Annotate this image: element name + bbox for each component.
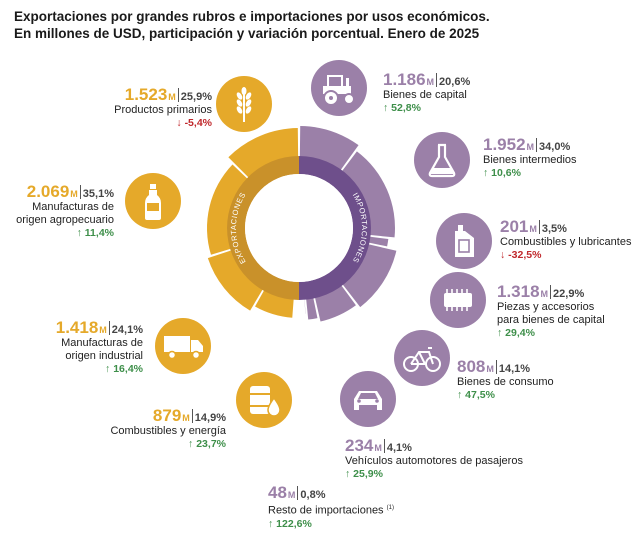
value: 2.069 bbox=[26, 182, 70, 201]
label-vehiculos: 234M 4,1% Vehículos automotores de pasaje… bbox=[345, 436, 523, 480]
value: 1.186 bbox=[383, 70, 426, 89]
category-name: Vehículos automotores de pasajeros bbox=[345, 455, 523, 467]
arrow-up-icon: ↑ bbox=[188, 438, 194, 450]
arrow-up-icon: ↑ bbox=[483, 167, 489, 179]
bicycle-icon bbox=[394, 330, 450, 386]
category-name: Productos primarios bbox=[114, 104, 212, 116]
label-moi: 1.418M 24,1% Manufacturas de origen indus… bbox=[43, 318, 143, 376]
label-piezas-accesorios: 1.318M 22,9% Piezas y accesorios para bie… bbox=[497, 282, 617, 340]
variation: 29,4% bbox=[505, 327, 535, 339]
variation: 47,5% bbox=[465, 389, 495, 401]
label-productos-primarios: 1.523M 25,9% Productos primarios ↓ -5,4% bbox=[114, 85, 212, 129]
arrow-up-icon: ↑ bbox=[457, 389, 463, 401]
imports-segment-3 bbox=[338, 242, 397, 308]
arrow-up-icon: ↑ bbox=[497, 327, 503, 339]
arrow-down-icon: ↓ bbox=[176, 117, 182, 129]
variation: -5,4% bbox=[184, 117, 212, 129]
flask-icon bbox=[414, 132, 470, 188]
category-name: Manufacturas de origen industrial bbox=[61, 337, 143, 362]
variation: 16,4% bbox=[113, 363, 143, 375]
imports-inner-ring bbox=[299, 156, 371, 300]
title-line-1: Exportaciones por grandes rubros e impor… bbox=[14, 9, 490, 24]
share: 34,0% bbox=[539, 141, 571, 153]
share: 4,1% bbox=[386, 442, 412, 454]
chip-icon bbox=[430, 272, 486, 328]
category-name: Bienes de consumo bbox=[457, 376, 554, 388]
share: 0,8% bbox=[300, 489, 326, 501]
variation: 52,8% bbox=[391, 102, 421, 114]
category-name: Bienes de capital bbox=[383, 89, 467, 101]
arrow-up-icon: ↑ bbox=[268, 517, 274, 530]
value: 808 bbox=[457, 357, 486, 376]
title-line-2: En millones de USD, participación y vari… bbox=[14, 26, 480, 41]
value: 879 bbox=[152, 406, 182, 425]
share: 14,9% bbox=[194, 412, 226, 424]
variation: -32,5% bbox=[508, 249, 542, 261]
share: 24,1% bbox=[111, 324, 143, 336]
variation: 10,6% bbox=[491, 167, 521, 179]
arrow-up-icon: ↑ bbox=[383, 102, 389, 114]
footnote-marker: (1) bbox=[386, 505, 394, 511]
arrow-up-icon: ↑ bbox=[105, 363, 111, 375]
bottle-icon bbox=[125, 173, 181, 229]
arrow-down-icon: ↓ bbox=[500, 249, 506, 261]
category-name: Combustibles y lubricantes bbox=[500, 236, 632, 248]
arrow-up-icon: ↑ bbox=[76, 227, 82, 239]
value: 234 bbox=[345, 436, 374, 455]
value: 1.318 bbox=[497, 282, 540, 301]
value: 1.952 bbox=[483, 135, 526, 154]
ring-center bbox=[245, 174, 353, 282]
label-bienes-intermedios: 1.952M 34,0% Bienes intermedios ↑ 10,6% bbox=[483, 135, 577, 179]
share: 25,9% bbox=[180, 91, 212, 103]
wheat-icon bbox=[216, 76, 272, 132]
value: 201 bbox=[500, 217, 529, 236]
variation: 25,9% bbox=[353, 468, 383, 480]
category-name: Manufacturas de origen agropecuario bbox=[16, 201, 114, 226]
variation: 11,4% bbox=[84, 227, 114, 239]
label-combustibles-lubricantes: 201M 3,5% Combustibles y lubricantes ↓ -3… bbox=[500, 217, 632, 261]
value: 1.418 bbox=[55, 318, 99, 337]
imports-segment-1 bbox=[337, 151, 395, 238]
share: 3,5% bbox=[541, 223, 567, 235]
share: 14,1% bbox=[498, 363, 531, 375]
oil-barrel-icon bbox=[236, 372, 292, 428]
share: 22,9% bbox=[553, 288, 585, 300]
value: 48 bbox=[268, 483, 287, 502]
category-name: Piezas y accesorios para bienes de capit… bbox=[497, 301, 605, 326]
category-name: Bienes intermedios bbox=[483, 154, 577, 166]
value: 1.523 bbox=[124, 85, 168, 104]
arrow-up-icon: ↑ bbox=[345, 468, 351, 480]
variation: 122,6% bbox=[276, 517, 312, 530]
variation: 23,7% bbox=[196, 438, 226, 450]
car-icon bbox=[340, 371, 396, 427]
share: 20,6% bbox=[439, 76, 471, 88]
exports-segment-3 bbox=[228, 128, 299, 183]
label-resto-importaciones: 48M 0,8% Resto de importaciones (1) ↑ 122… bbox=[268, 483, 394, 530]
jerrycan-icon bbox=[436, 213, 492, 269]
exports-inner-ring bbox=[227, 156, 299, 300]
tractor-icon bbox=[311, 60, 367, 116]
share: 35,1% bbox=[82, 188, 114, 200]
exports-segment-1 bbox=[207, 248, 267, 311]
category-name: Combustibles y energía bbox=[110, 425, 226, 437]
truck-icon bbox=[155, 318, 211, 374]
label-combustibles-energia: 879M 14,9% Combustibles y energía ↑ 23,7% bbox=[110, 406, 226, 450]
chart-title: Exportaciones por grandes rubros e impor… bbox=[14, 8, 634, 42]
category-name: Resto de importaciones bbox=[268, 504, 384, 517]
label-bienes-capital: 1.186M 20,6% Bienes de capital ↑ 52,8% bbox=[383, 70, 471, 114]
label-bienes-consumo: 808M 14,1% Bienes de consumo ↑ 47,5% bbox=[457, 357, 554, 401]
label-moa: 2.069M 35,1% Manufacturas de origen agrop… bbox=[4, 182, 114, 240]
